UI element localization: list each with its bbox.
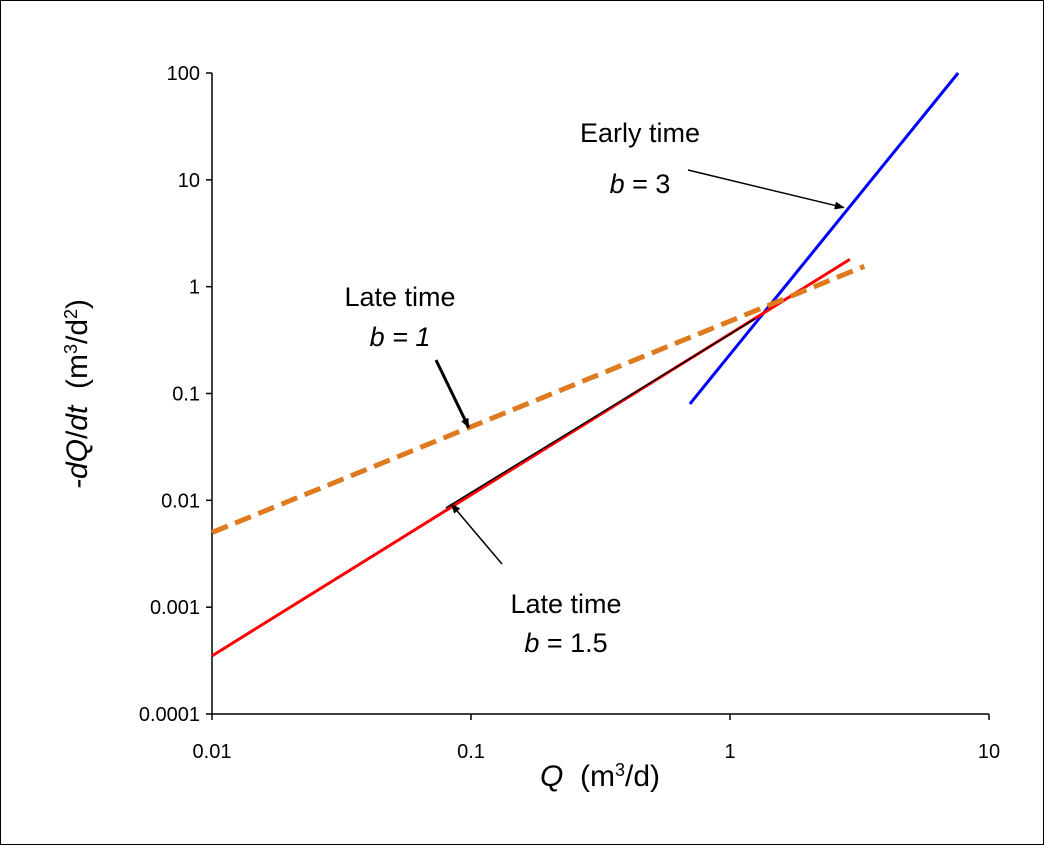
x-tick-label: 1 bbox=[724, 741, 735, 763]
y-axis-title: -dQ/dt (m3/d2) bbox=[61, 299, 94, 489]
annotation-early-arrow bbox=[687, 169, 845, 210]
series-layer bbox=[211, 72, 960, 658]
y-tick-label: 1 bbox=[189, 277, 200, 299]
annotation-early-line1: Early time bbox=[580, 118, 700, 148]
x-tick-label: 10 bbox=[978, 741, 1000, 763]
annotation-late-1.5-line1: Late time bbox=[510, 589, 621, 619]
series-line-overlap bbox=[445, 318, 756, 509]
x-axis-title-tail: /d) bbox=[625, 760, 660, 793]
y-axis-title-sup2: 2 bbox=[61, 309, 81, 319]
y-axis-title-mid: /d bbox=[61, 319, 94, 344]
x-axis-title-var: Q bbox=[540, 760, 563, 793]
y-tick-label: 100 bbox=[167, 63, 200, 85]
annotation-late-1-line1: Late time bbox=[344, 282, 455, 312]
y-tick-label: 0.1 bbox=[172, 384, 200, 406]
annotation-early-line2: b = 3 bbox=[610, 169, 671, 199]
x-axis-title-unit: (m bbox=[563, 760, 615, 793]
y-axis-title-var2: dt bbox=[61, 404, 94, 431]
series-line-late-1 bbox=[211, 263, 866, 535]
y-axis-title-var1: -dQ bbox=[61, 439, 94, 489]
annotation-late-1.5-arrow bbox=[450, 503, 503, 565]
y-axis-title-slash: / bbox=[61, 430, 94, 439]
y-tick-label: 0.001 bbox=[150, 597, 200, 619]
y-axis-title-sup1: 3 bbox=[61, 344, 81, 354]
x-tick-label: 0.1 bbox=[457, 741, 485, 763]
series-line-early bbox=[688, 72, 960, 405]
axis-ticks: 0.01 0.1 1 10 0.0001 0.001 0.01 0.1 1 10 100 bbox=[139, 63, 1000, 763]
y-tick-label: 10 bbox=[178, 170, 200, 192]
annotation-late-1-arrow bbox=[434, 359, 471, 429]
x-axis-title: Q (m3/d) bbox=[540, 760, 660, 793]
y-tick-label: 0.01 bbox=[161, 490, 200, 512]
x-axis-title-sup: 3 bbox=[615, 760, 625, 780]
y-tick-label: 0.0001 bbox=[139, 704, 200, 726]
annotation-late-1.5-line2: b = 1.5 bbox=[524, 628, 607, 658]
annotation-late-1-line2: b = 1 bbox=[370, 322, 431, 352]
y-axis-title-unit: (m bbox=[61, 354, 94, 406]
y-axis-title-tail: ) bbox=[61, 299, 94, 309]
x-tick-label: 0.01 bbox=[193, 741, 232, 763]
annotation-layer: Early time b = 3 Late time b = 1 Late time b … bbox=[344, 118, 845, 658]
